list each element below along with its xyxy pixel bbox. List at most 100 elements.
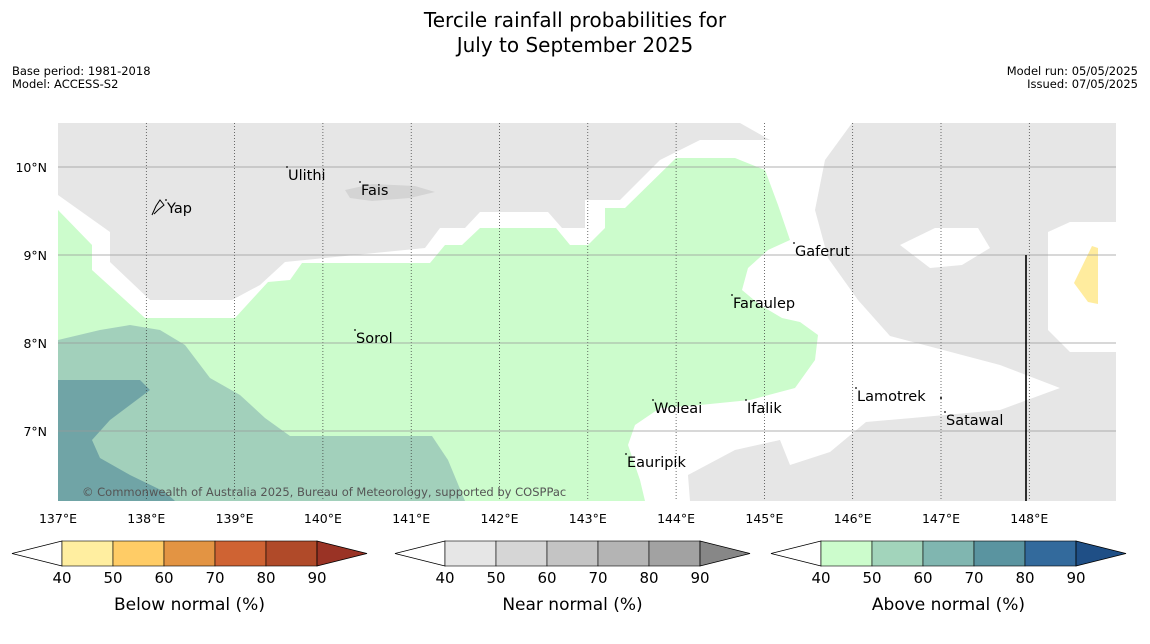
place-marker bbox=[940, 397, 942, 399]
place-label: Ifalik bbox=[747, 401, 782, 417]
meta-left: Base period: 1981-2018 Model: ACCESS-S2 bbox=[12, 65, 151, 91]
place-label: Eauripik bbox=[627, 455, 686, 471]
colorbar-3: 40 50 60 70 80 90 Above normal (%) bbox=[770, 540, 1127, 615]
colorbar-segment bbox=[163, 540, 216, 567]
place-marker bbox=[793, 242, 795, 244]
colorbar-label: Above normal (%) bbox=[872, 595, 1025, 615]
yap-island bbox=[151, 199, 165, 216]
place-marker bbox=[855, 387, 857, 389]
above-normal-50-region bbox=[58, 325, 465, 501]
colorbar-segment bbox=[112, 540, 165, 567]
colorbar-extend-low bbox=[11, 540, 63, 567]
place-marker bbox=[354, 329, 356, 331]
issued-date: Issued: 07/05/2025 bbox=[1027, 77, 1138, 91]
colorbar-tick: 80 bbox=[639, 569, 658, 587]
lon-tick-label: 144°E bbox=[657, 511, 695, 526]
lon-tick-label: 137°E bbox=[39, 511, 77, 526]
place-marker bbox=[944, 411, 946, 413]
meta-right: Model run: 05/05/2025 Issued: 07/05/2025 bbox=[1007, 65, 1138, 91]
lon-tick-label: 143°E bbox=[569, 511, 607, 526]
colorbar-segment bbox=[61, 540, 114, 567]
colorbar-extend-high bbox=[699, 540, 751, 567]
colorbar-tick: 70 bbox=[205, 569, 224, 587]
legend-area: 40 50 60 70 80 90 Below normal (%) 40 50 60 70 80 90… bbox=[11, 540, 1127, 615]
colorbar-tick: 80 bbox=[256, 569, 275, 587]
place-marker bbox=[625, 453, 627, 455]
colorbar-segment bbox=[546, 540, 599, 567]
colorbar-segment bbox=[1024, 540, 1077, 567]
colorbar-tick: 70 bbox=[964, 569, 983, 587]
colorbar-tick: 40 bbox=[52, 569, 71, 587]
place-label: Lamotrek bbox=[857, 389, 926, 405]
colorbar-segment bbox=[495, 540, 548, 567]
map-panel: 10°N 9°N 8°N 7°N 137°E 138°E 139°E 140°E 141°E 1… bbox=[15, 123, 1116, 526]
lon-tick-label: 142°E bbox=[480, 511, 518, 526]
colorbar-tick: 60 bbox=[154, 569, 173, 587]
lat-tick-label: 9°N bbox=[23, 248, 47, 263]
base-period: Base period: 1981-2018 bbox=[12, 64, 151, 78]
place-label: Fais bbox=[361, 183, 388, 199]
colorbar-extend-high bbox=[316, 540, 368, 567]
place-label: Sorol bbox=[356, 331, 393, 347]
lon-tick-label: 138°E bbox=[127, 511, 165, 526]
colorbar-tick: 70 bbox=[588, 569, 607, 587]
colorbar-extend-low bbox=[770, 540, 822, 567]
title-line-2: July to September 2025 bbox=[456, 33, 694, 57]
colorbar-segment bbox=[820, 540, 873, 567]
colorbar-segment bbox=[973, 540, 1026, 567]
place-label: Woleai bbox=[654, 401, 702, 417]
colorbar-label: Below normal (%) bbox=[114, 595, 265, 615]
grey-region-east bbox=[688, 123, 1116, 501]
colorbar-1: 40 50 60 70 80 90 Below normal (%) bbox=[11, 540, 368, 615]
place-marker bbox=[165, 199, 167, 201]
place-marker bbox=[652, 399, 654, 401]
place-marker bbox=[359, 181, 361, 183]
place-marker bbox=[731, 294, 733, 296]
lon-tick-label: 147°E bbox=[922, 511, 960, 526]
colorbar-segment bbox=[444, 540, 497, 567]
place-label: Yap bbox=[166, 201, 192, 217]
colorbar-tick: 50 bbox=[486, 569, 505, 587]
colorbar-tick: 40 bbox=[435, 569, 454, 587]
colorbar-tick: 60 bbox=[913, 569, 932, 587]
title-line-1: Tercile rainfall probabilities for bbox=[423, 8, 727, 32]
copyright-text: © Commonwealth of Australia 2025, Bureau… bbox=[82, 485, 566, 499]
colorbar-segment bbox=[871, 540, 924, 567]
colorbar-extend-high bbox=[1075, 540, 1127, 567]
white-hole-east bbox=[900, 228, 990, 268]
above-normal-60-region bbox=[58, 380, 175, 501]
colorbar-tick: 90 bbox=[1066, 569, 1085, 587]
place-label: Ulithi bbox=[288, 168, 326, 184]
colorbar-label: Near normal (%) bbox=[502, 595, 642, 615]
colorbar-tick: 90 bbox=[307, 569, 326, 587]
colorbar-tick: 40 bbox=[811, 569, 830, 587]
model-run: Model run: 05/05/2025 bbox=[1006, 64, 1138, 78]
lon-tick-label: 146°E bbox=[834, 511, 872, 526]
fais-island bbox=[345, 184, 435, 201]
colorbar-segment bbox=[214, 540, 267, 567]
place-label: Satawal bbox=[946, 413, 1003, 429]
lat-tick-label: 7°N bbox=[23, 424, 47, 439]
colorbar-tick: 50 bbox=[862, 569, 881, 587]
lon-tick-label: 139°E bbox=[216, 511, 254, 526]
colorbar-segment bbox=[648, 540, 701, 567]
below-normal-patch bbox=[1074, 246, 1098, 304]
colorbar-extend-low bbox=[394, 540, 446, 567]
colorbar-segment bbox=[265, 540, 318, 567]
colorbar-tick: 50 bbox=[103, 569, 122, 587]
colorbar-tick: 60 bbox=[537, 569, 556, 587]
colorbar-segment bbox=[922, 540, 975, 567]
chart-title: Tercile rainfall probabilities for July … bbox=[0, 8, 1150, 58]
place-marker bbox=[286, 166, 288, 168]
lat-tick-label: 10°N bbox=[15, 160, 47, 175]
place-marker bbox=[745, 399, 747, 401]
place-label: Faraulep bbox=[733, 296, 795, 312]
colorbar-tick: 90 bbox=[690, 569, 709, 587]
colorbar-tick: 80 bbox=[1015, 569, 1034, 587]
lat-tick-label: 8°N bbox=[23, 336, 47, 351]
lon-tick-label: 145°E bbox=[745, 511, 783, 526]
colorbar-2: 40 50 60 70 80 90 Near normal (%) bbox=[394, 540, 751, 615]
place-label: Gaferut bbox=[795, 244, 850, 260]
model-name: Model: ACCESS-S2 bbox=[12, 77, 119, 91]
